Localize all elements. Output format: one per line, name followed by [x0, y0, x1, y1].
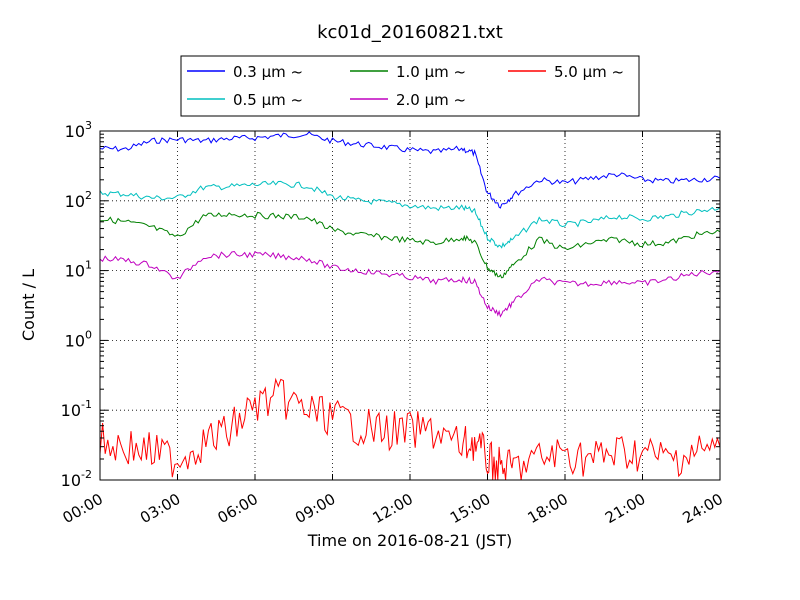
x-tick-label: 06:00: [215, 490, 261, 527]
y-tick-label: 10-2: [61, 468, 92, 490]
grid: [100, 131, 720, 480]
legend-label: 2.0 μm ~: [396, 91, 466, 109]
series-line: [99, 211, 721, 279]
legend-frame: [180, 55, 640, 117]
series-line: [99, 180, 721, 249]
x-tick-label: 21:00: [602, 490, 648, 527]
y-tick-labels: 10-2 10-1 100 101 102 103: [61, 119, 92, 490]
x-tick-label: 15:00: [447, 490, 493, 527]
y-axis-label: Count / L: [19, 269, 38, 341]
x-tick-label: 18:00: [525, 490, 571, 527]
y-tick-label: 100: [65, 328, 92, 350]
x-axis-label: Time on 2016-08-21 (JST): [307, 531, 512, 550]
y-tick-label: 102: [65, 189, 92, 211]
x-tick-label: 12:00: [370, 490, 416, 527]
x-tick-label: 03:00: [137, 490, 183, 527]
y-tick-label: 101: [65, 259, 92, 281]
legend-label: 1.0 μm ~: [396, 63, 466, 81]
axis-ticks: [99, 130, 721, 481]
y-tick-label: 10-1: [61, 398, 92, 420]
legend-label: 0.5 μm ~: [233, 91, 303, 109]
legend-label: 5.0 μm ~: [554, 63, 624, 81]
x-tick-label: 00:00: [60, 490, 106, 527]
series-lines: [99, 131, 721, 481]
series-line: [99, 250, 721, 318]
x-tick-label: 09:00: [292, 490, 338, 527]
plot-area: [99, 130, 721, 481]
chart-title: kc01d_20160821.txt: [317, 22, 503, 43]
x-tick-label: 24:00: [680, 490, 726, 527]
series-line: [99, 131, 721, 209]
legend-label: 0.3 μm ~: [233, 63, 303, 81]
y-tick-label: 103: [65, 119, 92, 141]
x-tick-labels: 00:00 03:00 06:00 09:00 12:00 15:00 18:00 21:00…: [60, 490, 726, 527]
series-line: [99, 377, 721, 481]
legend: 0.3 μm ~ 0.5 μm ~ 1.0 μm ~ 2.0 μm ~ 5.0 μm ~: [180, 55, 640, 117]
